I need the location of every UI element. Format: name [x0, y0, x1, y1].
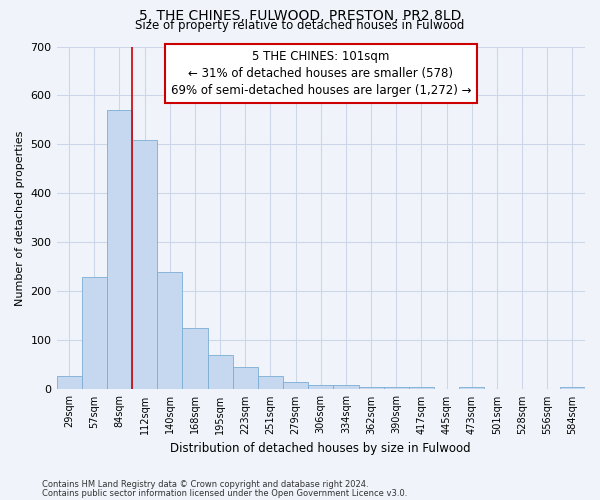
Bar	[334, 384, 359, 390]
Bar	[459, 387, 484, 390]
Bar	[359, 387, 383, 390]
X-axis label: Distribution of detached houses by size in Fulwood: Distribution of detached houses by size …	[170, 442, 471, 455]
Text: Contains public sector information licensed under the Open Government Licence v3: Contains public sector information licen…	[42, 488, 407, 498]
Bar	[56, 376, 82, 390]
Bar	[409, 387, 434, 390]
Bar	[208, 355, 233, 390]
Text: 5, THE CHINES, FULWOOD, PRESTON, PR2 8LD: 5, THE CHINES, FULWOOD, PRESTON, PR2 8LD	[139, 8, 461, 22]
Text: 5 THE CHINES: 101sqm
← 31% of detached houses are smaller (578)
69% of semi-deta: 5 THE CHINES: 101sqm ← 31% of detached h…	[170, 50, 471, 97]
Bar	[258, 376, 283, 390]
Bar	[82, 277, 107, 390]
Text: Contains HM Land Registry data © Crown copyright and database right 2024.: Contains HM Land Registry data © Crown c…	[42, 480, 368, 489]
Bar	[182, 328, 208, 390]
Bar	[233, 368, 258, 390]
Bar	[308, 384, 334, 390]
Bar	[132, 140, 157, 390]
Bar	[560, 387, 585, 390]
Bar	[157, 272, 182, 390]
Bar	[383, 387, 409, 390]
Text: Size of property relative to detached houses in Fulwood: Size of property relative to detached ho…	[136, 18, 464, 32]
Y-axis label: Number of detached properties: Number of detached properties	[15, 130, 25, 306]
Bar	[107, 110, 132, 390]
Bar	[283, 382, 308, 390]
